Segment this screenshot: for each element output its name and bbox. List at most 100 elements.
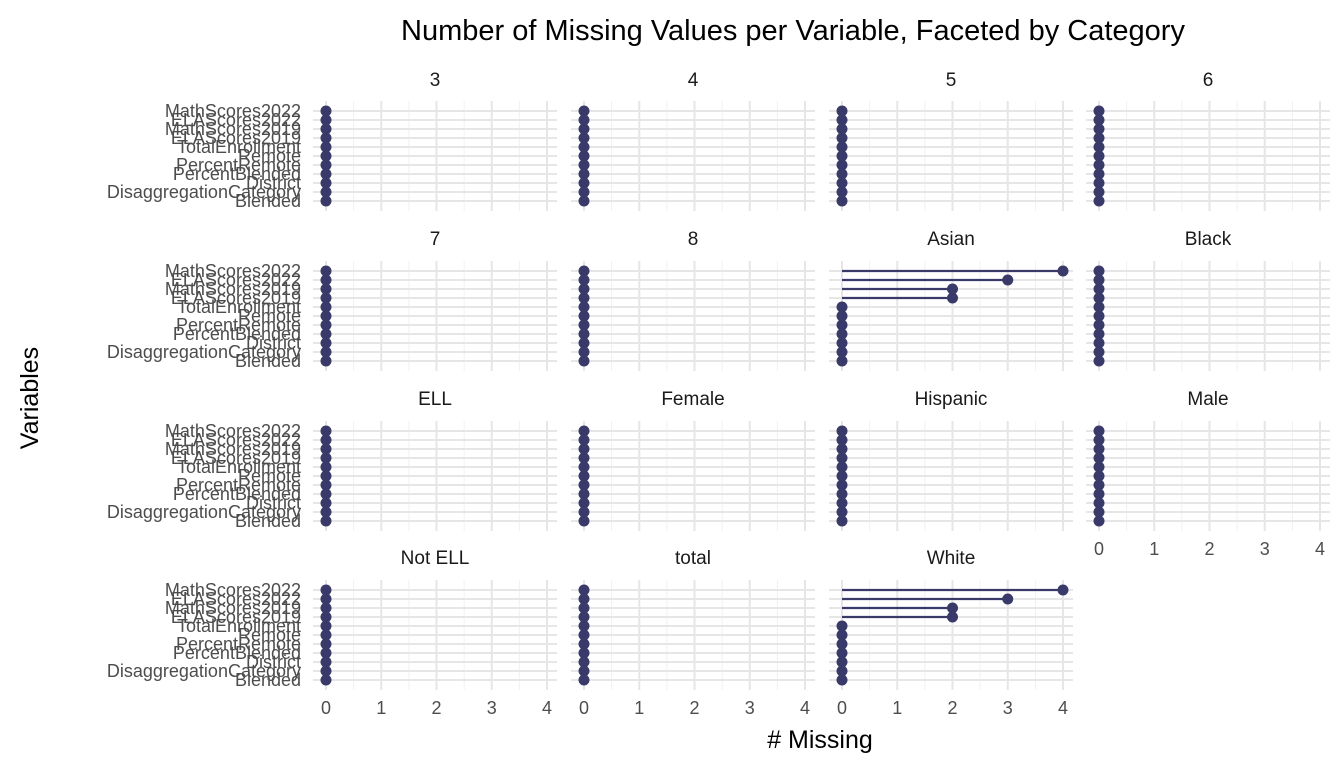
y-tick-label: District xyxy=(246,652,301,672)
lollipop-point xyxy=(320,319,332,331)
lollipop-point xyxy=(320,674,332,686)
lollipop-point xyxy=(320,123,332,135)
lollipop-point xyxy=(578,186,590,198)
lollipop-point xyxy=(1093,159,1105,171)
lollipop-point xyxy=(1093,168,1105,180)
lollipop-point xyxy=(320,638,332,650)
y-tick-label: Remote xyxy=(238,466,301,486)
lollipop-point xyxy=(1093,274,1105,286)
lollipop-point xyxy=(320,611,332,623)
lollipop-point xyxy=(320,470,332,482)
lollipop-point xyxy=(320,301,332,313)
x-tick-label: 1 xyxy=(634,698,644,718)
lollipop-point xyxy=(320,656,332,668)
lollipop-point xyxy=(836,195,848,207)
lollipop-point xyxy=(836,132,848,144)
lollipop-point xyxy=(320,593,332,605)
lollipop-point xyxy=(578,620,590,632)
lollipop-point xyxy=(320,328,332,340)
lollipop-point xyxy=(578,584,590,596)
lollipop-point xyxy=(320,274,332,286)
lollipop-point xyxy=(1093,337,1105,349)
y-tick-label: MathScores2019 xyxy=(165,439,301,459)
lollipop-point xyxy=(1093,346,1105,358)
facet-strip-label: White xyxy=(927,548,976,569)
lollipop-point xyxy=(1093,328,1105,340)
facet-strip-label: 7 xyxy=(430,229,441,250)
y-tick-label: ELAScores2019 xyxy=(171,448,301,468)
lollipop-point xyxy=(836,346,848,358)
lollipop-point xyxy=(947,292,958,304)
y-tick-label: TotalEnrollment xyxy=(177,457,301,477)
lollipop-point xyxy=(578,337,590,349)
facet-panel: White 0 1 2 3 4 xyxy=(829,548,1073,718)
y-tick-label: DisaggregationCategory xyxy=(107,182,301,202)
lollipop-point xyxy=(578,195,590,207)
y-tick-label: Blended xyxy=(235,351,301,371)
y-tick-label: Blended xyxy=(235,511,301,531)
lollipop-point xyxy=(320,105,332,117)
x-tick-label: 3 xyxy=(1003,698,1013,718)
lollipop-point xyxy=(578,611,590,623)
x-tick-label: 3 xyxy=(745,698,755,718)
facet-panel: Not ELL MathScores2022ELAScores2022MathSc… xyxy=(107,548,557,718)
y-tick-label: PercentRemote xyxy=(176,475,301,495)
x-tick-label: 1 xyxy=(892,698,902,718)
lollipop-point xyxy=(578,319,590,331)
lollipop-point xyxy=(836,461,848,473)
facet-strip-label: 3 xyxy=(430,70,441,91)
lollipop-point xyxy=(578,301,590,313)
lollipop-point xyxy=(578,452,590,464)
y-tick-label: ELAScores2022 xyxy=(171,270,301,290)
x-tick-label: 2 xyxy=(947,698,957,718)
lollipop-point xyxy=(836,515,848,527)
lollipop-point xyxy=(320,479,332,491)
lollipop-point xyxy=(836,123,848,135)
facet-panel: 4 xyxy=(571,70,815,211)
lollipop-point xyxy=(1093,150,1105,162)
lollipop-point xyxy=(578,283,590,295)
lollipop-point xyxy=(1093,132,1105,144)
facet-panel: 6 xyxy=(1086,70,1330,211)
facet-panel: 7 MathScores2022ELAScores2022MathScores20… xyxy=(107,229,557,371)
x-tick-label: 0 xyxy=(321,698,331,718)
lollipop-point xyxy=(836,186,848,198)
lollipop-point xyxy=(836,141,848,153)
lollipop-point xyxy=(836,452,848,464)
y-tick-label: PercentRemote xyxy=(176,315,301,335)
x-tick-label: 0 xyxy=(1094,539,1104,559)
y-tick-label: MathScores2022 xyxy=(165,261,301,281)
y-tick-label: DisaggregationCategory xyxy=(107,661,301,681)
y-tick-label: ELAScores2022 xyxy=(171,589,301,609)
x-tick-label: 4 xyxy=(1315,539,1325,559)
x-tick-label: 4 xyxy=(542,698,552,718)
lollipop-point xyxy=(836,319,848,331)
lollipop-point xyxy=(1057,265,1069,277)
lollipop-point xyxy=(578,292,590,304)
lollipop-point xyxy=(836,656,848,668)
facet-panel: Male 0 1 2 3 4 xyxy=(1086,389,1330,559)
x-tick-label: 3 xyxy=(487,698,497,718)
lollipop-point xyxy=(1093,177,1105,189)
y-tick-label: MathScores2022 xyxy=(165,580,301,600)
y-tick-label: MathScores2019 xyxy=(165,598,301,618)
facet-panel: Black xyxy=(1086,229,1330,371)
lollipop-point xyxy=(836,629,848,641)
y-tick-label: MathScores2019 xyxy=(165,119,301,139)
lollipop-point xyxy=(836,434,848,446)
lollipop-point xyxy=(578,355,590,367)
y-tick-label: Remote xyxy=(238,625,301,645)
lollipop-point xyxy=(320,177,332,189)
lollipop-point xyxy=(578,123,590,135)
lollipop-point xyxy=(578,479,590,491)
x-axis-title: # Missing xyxy=(767,726,873,754)
lollipop-point xyxy=(1093,310,1105,322)
lollipop-point xyxy=(578,346,590,358)
lollipop-point xyxy=(320,497,332,509)
lollipop-point xyxy=(320,434,332,446)
lollipop-point xyxy=(320,186,332,198)
lollipop-point xyxy=(578,629,590,641)
facet-strip-label: Not ELL xyxy=(401,548,470,569)
lollipop-point xyxy=(836,620,848,632)
